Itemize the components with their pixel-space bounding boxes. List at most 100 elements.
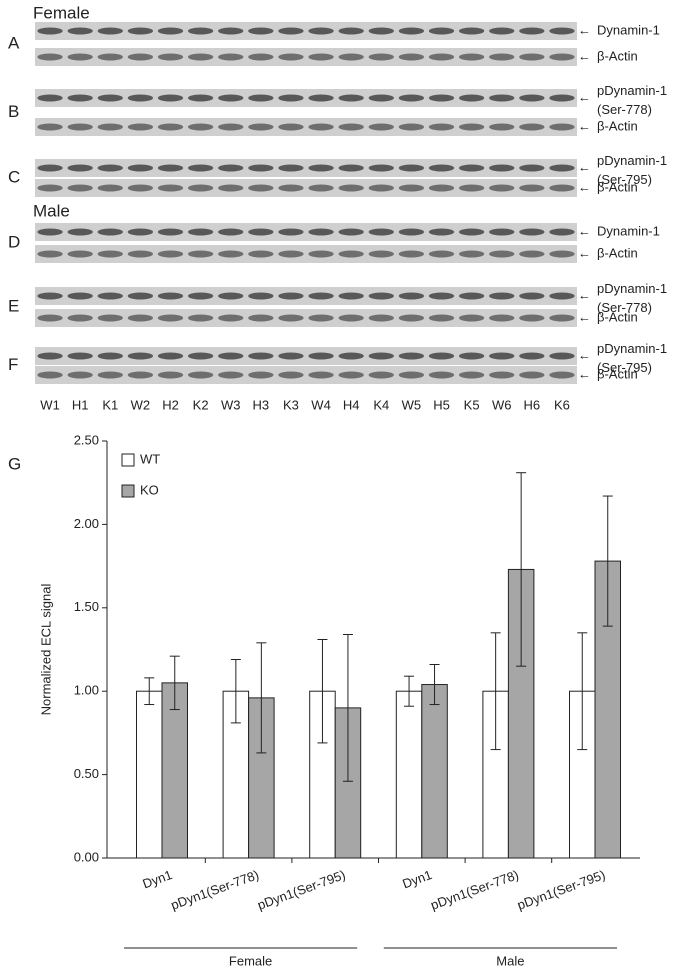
blot-band: [338, 94, 364, 102]
blot-label: (Ser-795): [597, 360, 652, 375]
blot-band: [127, 123, 154, 131]
blot-band: [368, 292, 394, 300]
blot-band: [519, 292, 545, 300]
blot-band: [278, 250, 304, 258]
blot-band: [519, 94, 545, 102]
lane-label: K1: [102, 397, 118, 412]
y-tick-label: 0.00: [74, 849, 99, 864]
group-label: Male: [496, 953, 524, 968]
blot-band: [428, 228, 455, 236]
blot-band: [458, 292, 485, 300]
blot-band: [67, 371, 93, 379]
group-label: Female: [33, 3, 90, 22]
blot-band: [338, 228, 364, 236]
blot-band: [97, 53, 123, 61]
blot-band: [218, 164, 244, 172]
y-tick-label: 2.50: [74, 432, 99, 447]
blot-strip: [35, 287, 577, 305]
blot-band: [37, 123, 63, 131]
blot-band: [338, 292, 364, 300]
blot-band: [549, 94, 575, 102]
blot-band: [398, 250, 425, 258]
blot-band: [97, 27, 123, 35]
panel-label: D: [8, 232, 20, 251]
blot-band: [368, 228, 394, 236]
blot-band: [248, 228, 274, 236]
lane-label: H3: [253, 397, 270, 412]
blot-band: [428, 250, 455, 258]
blot-band: [458, 27, 485, 35]
blot-band: [489, 123, 515, 131]
lane-label: W5: [402, 397, 422, 412]
blot-band: [157, 371, 184, 379]
blot-band: [398, 94, 425, 102]
blot-band: [218, 123, 244, 131]
blot-band: [157, 164, 184, 172]
lane-label: K2: [193, 397, 209, 412]
x-tick-label: pDyn1(Ser-778): [429, 867, 521, 913]
blot-band: [308, 123, 334, 131]
blot-band: [428, 123, 455, 131]
lane-label: H2: [162, 397, 179, 412]
blot-band: [187, 123, 214, 131]
blot-band: [248, 164, 274, 172]
blot-band: [218, 292, 244, 300]
blot-band: [248, 123, 274, 131]
blot-band: [127, 371, 154, 379]
blot-band: [248, 250, 274, 258]
blot-band: [37, 371, 63, 379]
blot-band: [187, 250, 214, 258]
lane-label: K6: [554, 397, 570, 412]
blot-band: [428, 314, 455, 322]
blot-strip: [35, 366, 577, 384]
blot-band: [218, 27, 244, 35]
blot-band: [127, 228, 154, 236]
blot-strip: [35, 159, 577, 177]
blot-band: [248, 53, 274, 61]
blot-band: [308, 292, 334, 300]
lane-label: W1: [40, 397, 60, 412]
blot-band: [218, 53, 244, 61]
x-tick-label: Dyn1: [141, 867, 175, 891]
blot-band: [519, 314, 545, 322]
blot-band: [428, 53, 455, 61]
blot-band: [489, 371, 515, 379]
blot-band: [489, 53, 515, 61]
blot-band: [549, 314, 575, 322]
blot-band: [67, 123, 93, 131]
blot-strip: [35, 245, 577, 263]
x-tick-label: pDyn1(Ser-795): [255, 867, 347, 913]
blot-band: [67, 27, 93, 35]
legend-label: KO: [140, 482, 159, 497]
blot-band: [278, 94, 304, 102]
y-tick-label: 1.50: [74, 599, 99, 614]
blot-band: [458, 352, 485, 360]
blot-label: β-Actin: [597, 366, 638, 381]
group-label: Male: [33, 201, 70, 220]
blot-band: [308, 371, 334, 379]
blot-strip: [35, 179, 577, 197]
lane-label: W3: [221, 397, 241, 412]
lane-label: W6: [492, 397, 512, 412]
blot-band: [458, 314, 485, 322]
bar: [395, 690, 423, 859]
blot-band: [278, 371, 304, 379]
blot-band: [97, 94, 123, 102]
blot-band: [127, 94, 154, 102]
blot-band: [67, 250, 93, 258]
blot-band: [489, 94, 515, 102]
blot-band: [458, 371, 485, 379]
blot-band: [248, 314, 274, 322]
panel-label: E: [8, 296, 19, 315]
blot-strip: [35, 48, 577, 66]
bar: [421, 684, 448, 859]
blot-band: [519, 352, 545, 360]
blot-band: [127, 164, 154, 172]
blot-band: [338, 250, 364, 258]
blot-band: [308, 94, 334, 102]
blot-band: [458, 53, 485, 61]
blot-band: [519, 250, 545, 258]
blot-band: [549, 352, 575, 360]
blot-band: [368, 164, 394, 172]
blot-band: [278, 123, 304, 131]
